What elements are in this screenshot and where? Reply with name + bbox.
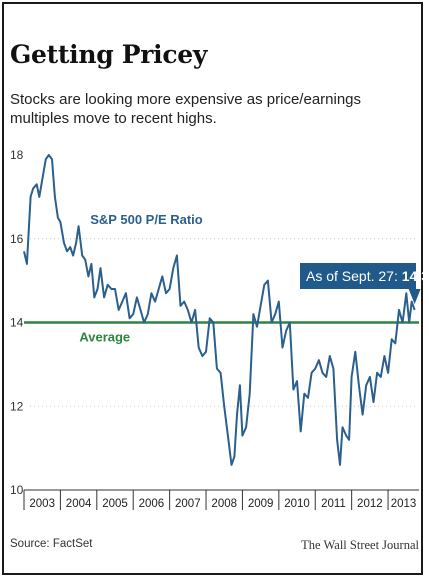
publisher-credit: The Wall Street Journal xyxy=(301,538,419,552)
x-tick-label: 2008 xyxy=(211,498,237,510)
latest-value-callout: As of Sept. 27: 14.3 xyxy=(300,263,429,304)
y-tick-label: 16 xyxy=(10,232,24,246)
x-tick-label: 2003 xyxy=(29,498,55,510)
source-note: Source: FactSet xyxy=(10,538,93,550)
x-tick-label: 2010 xyxy=(284,498,310,510)
series-label-pe-ratio: S&P 500 P/E Ratio xyxy=(90,212,203,227)
x-tick-label: 2013 xyxy=(391,498,417,510)
x-tick-label: 2009 xyxy=(248,498,274,510)
x-tick-label: 2005 xyxy=(102,498,128,510)
x-tick-label: 2007 xyxy=(175,498,201,510)
y-tick-label: 10 xyxy=(10,483,24,497)
callout-text: As of Sept. 27: 14.3 xyxy=(306,268,429,284)
chart-subtitle: Stocks are looking more expensive as pri… xyxy=(10,91,362,127)
callout-pointer xyxy=(408,289,421,304)
x-tick-label: 2004 xyxy=(66,498,92,510)
callout-box xyxy=(300,263,416,289)
callout-prefix: As of Sept. 27: xyxy=(306,268,402,284)
series-label-average: Average xyxy=(79,329,130,344)
y-tick-label: 12 xyxy=(10,399,24,413)
y-tick-label: 14 xyxy=(10,316,24,330)
x-tick-label: 2011 xyxy=(321,498,346,510)
x-axis: 2003 2004 2005 2006 2007 2008 2009 2010 2011 2012… xyxy=(23,489,419,510)
y-tick-label: 18 xyxy=(10,148,24,162)
pe-ratio-line xyxy=(23,154,416,466)
x-tick-label: 2012 xyxy=(357,498,383,510)
chart-title: Getting Pricey xyxy=(10,40,208,69)
callout-value: 14.3 xyxy=(402,268,429,284)
x-tick-label: 2006 xyxy=(139,498,165,510)
